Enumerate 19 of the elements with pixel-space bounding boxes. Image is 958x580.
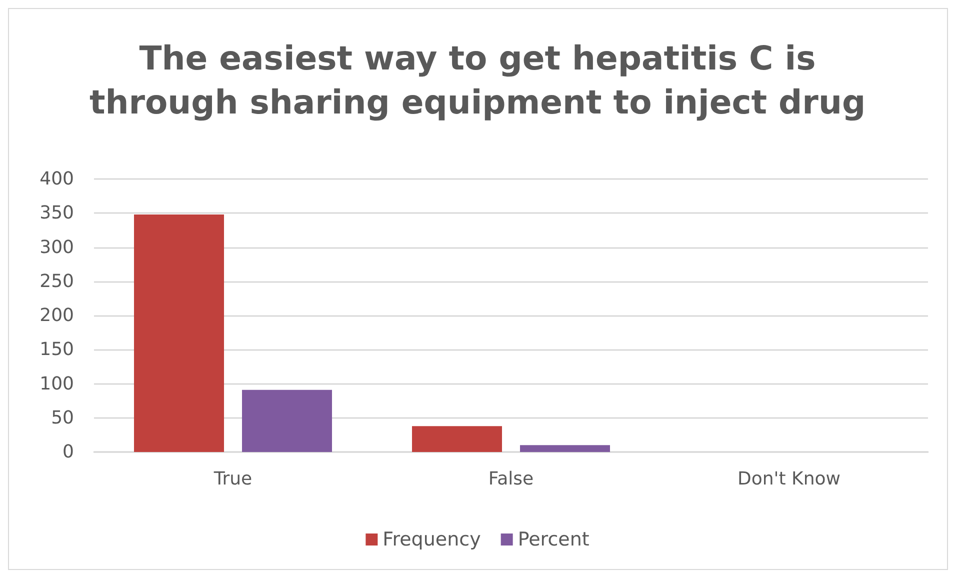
y-tick-label: 50	[51, 407, 74, 428]
x-tick-label: True	[212, 468, 252, 490]
bar	[520, 445, 610, 452]
legend-label: Percent	[518, 528, 590, 550]
y-tick-label: 150	[40, 339, 74, 360]
y-tick-label: 300	[40, 236, 74, 258]
y-tick-label: 200	[40, 305, 74, 326]
bar	[412, 426, 502, 452]
bar	[134, 214, 224, 452]
y-tick-label: 100	[40, 373, 74, 394]
x-tick-label: False	[488, 468, 534, 490]
y-tick-label: 400	[40, 168, 74, 190]
legend-label: Frequency	[382, 528, 481, 550]
y-tick-label: 250	[40, 270, 74, 292]
chart-title: The easiest way to get hepatitis C is through sharing equipment to inject drug	[89, 38, 866, 122]
y-tick-label: 0	[62, 442, 74, 462]
x-tick-label: Don't Know	[738, 468, 840, 490]
bar	[242, 390, 332, 452]
y-tick-label: 350	[40, 202, 74, 224]
